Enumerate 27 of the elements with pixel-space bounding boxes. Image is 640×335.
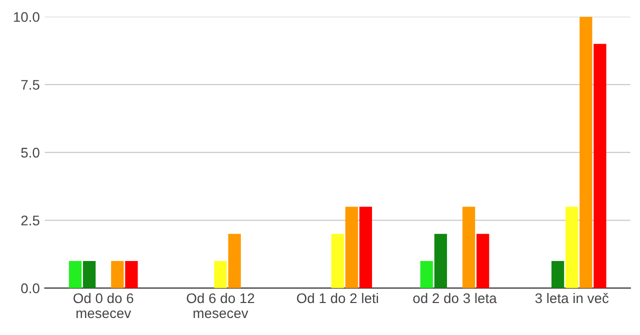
bar <box>462 206 476 288</box>
y-tick-label: 0.0 <box>21 283 40 294</box>
bar <box>566 206 578 288</box>
x-tick-label: Od 0 do 6 mesecev <box>74 292 134 318</box>
bar <box>359 206 372 288</box>
bar <box>434 234 447 288</box>
y-tick-label: 5.0 <box>21 148 40 158</box>
bar <box>594 44 606 288</box>
bar <box>111 260 124 288</box>
x-tick-label: Od 6 do 12 mesecev <box>186 292 254 318</box>
y-tick-label: 10.0 <box>14 12 40 22</box>
x-tick-label: 3 leta in več <box>535 292 609 304</box>
bar <box>476 234 490 288</box>
x-tick-label: od 2 do 3 leta <box>413 292 497 304</box>
bar <box>580 16 592 288</box>
bar <box>125 260 138 288</box>
x-tick-label: Od 1 do 2 leti <box>296 292 378 304</box>
bar <box>228 234 241 288</box>
bar <box>82 260 96 288</box>
bar <box>214 260 227 288</box>
bar <box>420 260 433 288</box>
y-tick-label: 7.5 <box>21 80 40 90</box>
y-tick-label: 2.5 <box>21 216 40 226</box>
bar <box>331 234 344 288</box>
bar <box>551 260 564 288</box>
bar <box>345 206 358 288</box>
bar <box>68 260 82 288</box>
